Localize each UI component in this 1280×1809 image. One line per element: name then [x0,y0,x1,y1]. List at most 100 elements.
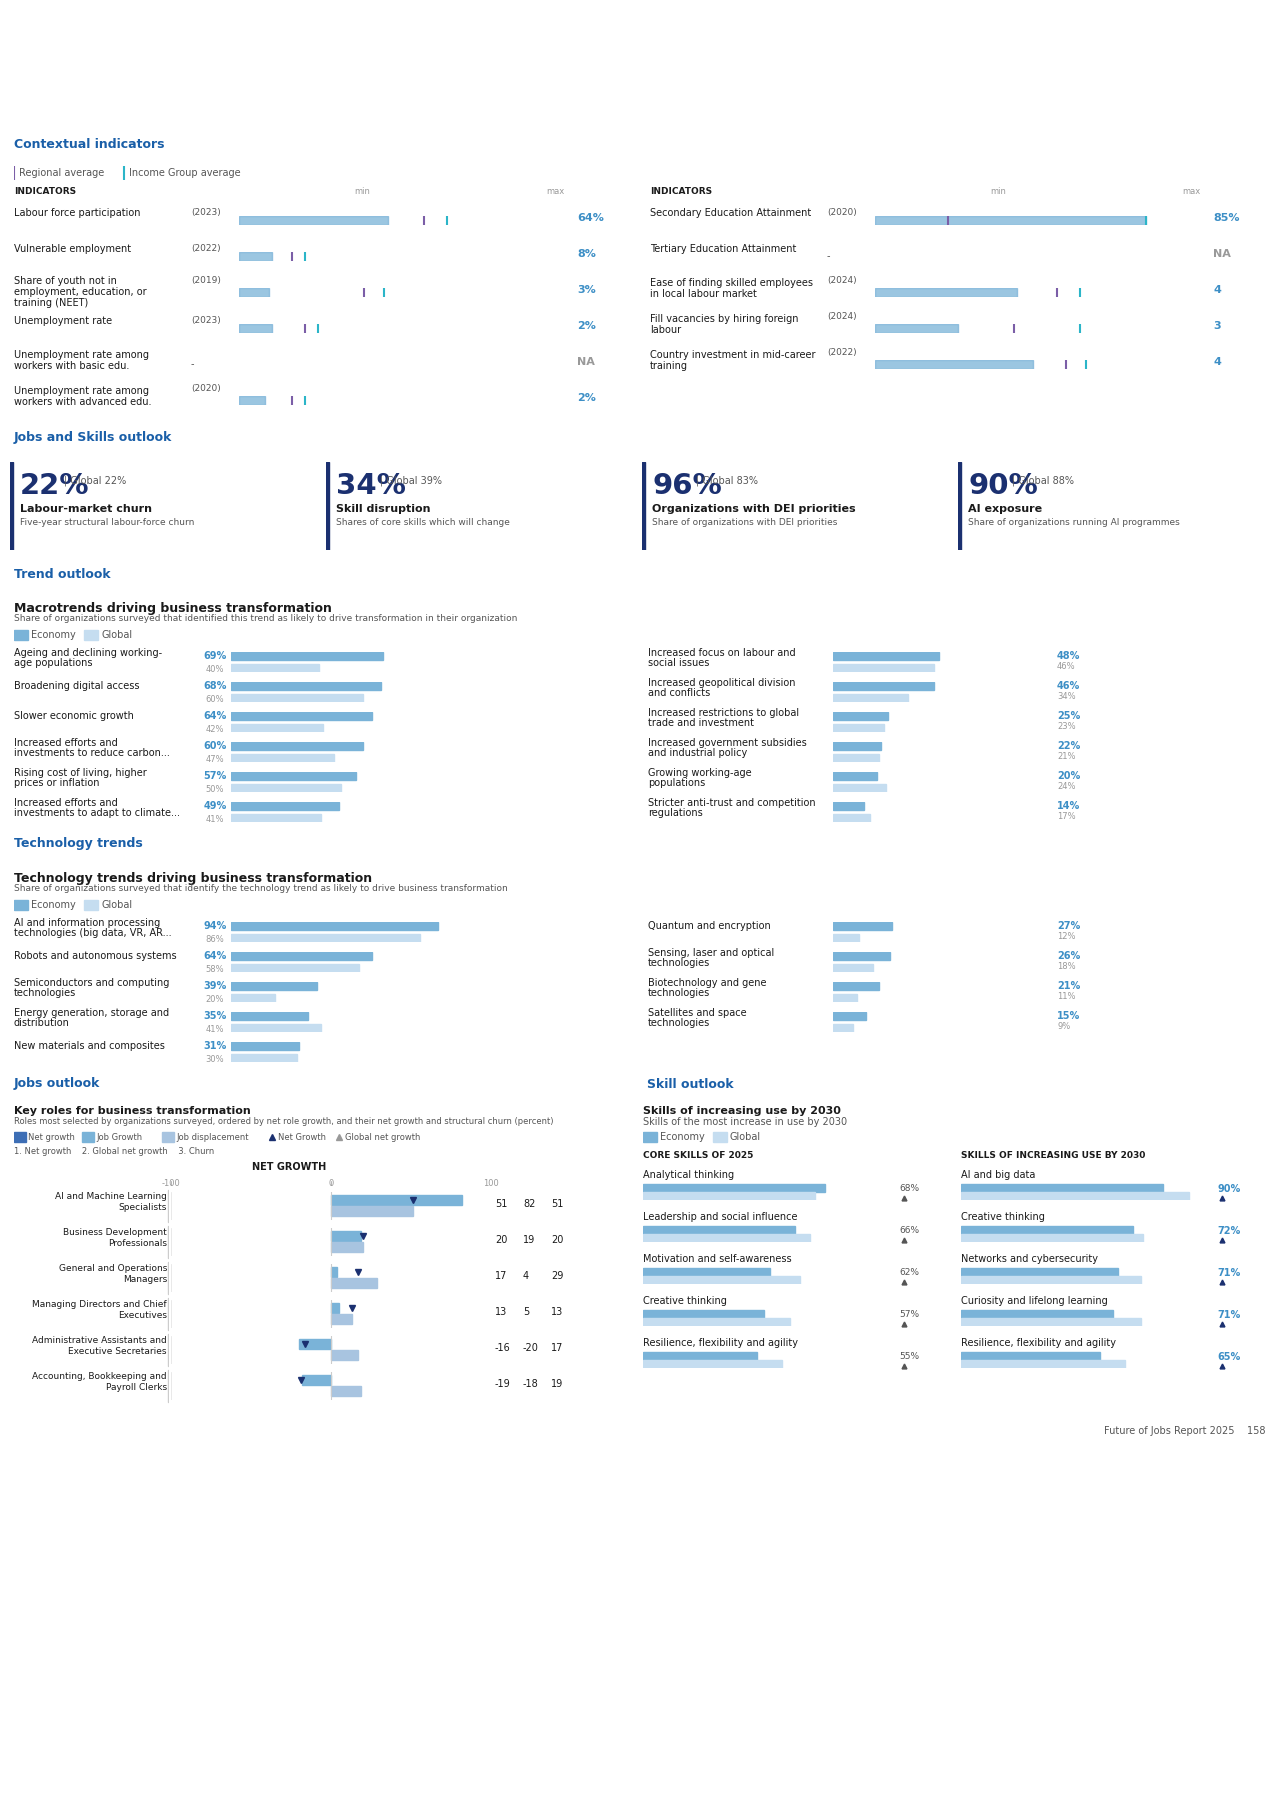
Text: 51: 51 [495,1199,507,1208]
Text: 58%: 58% [206,964,224,973]
Text: Curiosity and lifelong learning: Curiosity and lifelong learning [961,1295,1107,1306]
Text: | Global 83%: | Global 83% [696,476,758,487]
Bar [961,1268,1117,1275]
Text: -: - [191,358,195,369]
Bar [230,1024,321,1031]
Bar [14,630,28,640]
Bar [833,742,882,751]
Text: 47%: 47% [206,754,224,763]
Text: INDICATORS: INDICATORS [650,188,712,197]
Text: trade and investment: trade and investment [648,718,754,727]
Bar [643,1234,810,1243]
Text: 51: 51 [550,1199,563,1208]
Bar [961,1185,1164,1192]
Text: 17: 17 [495,1272,507,1281]
Bar [643,461,645,550]
Text: (2023): (2023) [191,317,220,326]
Text: Country investment in mid-career: Country investment in mid-career [650,349,815,360]
Text: 68%: 68% [204,680,227,691]
Bar [643,1185,826,1192]
Text: Share of organizations surveyed that identified this trend as likely to drive tr: Share of organizations surveyed that ide… [14,613,517,622]
Text: 60%: 60% [206,695,224,704]
Text: technologies (big data, VR, AR...: technologies (big data, VR, AR... [14,928,172,939]
Text: 85%: 85% [1213,213,1239,223]
Text: training: training [650,362,689,371]
Text: 41%: 41% [206,1026,224,1035]
Text: Economy Profile: Economy Profile [18,22,102,33]
Text: 3: 3 [1213,320,1221,331]
Text: Specialists: Specialists [119,1203,166,1212]
Text: technologies: technologies [648,988,710,999]
Text: technologies: technologies [14,988,77,999]
Text: NA: NA [1213,250,1231,259]
Bar [833,933,859,942]
Text: Biotechnology and gene: Biotechnology and gene [648,979,767,988]
Text: workers with basic edu.: workers with basic edu. [14,362,129,371]
Text: (2023): (2023) [191,208,220,217]
Text: 4: 4 [1213,286,1221,295]
Bar [239,251,273,260]
Text: investments to adapt to climate...: investments to adapt to climate... [14,809,180,818]
Bar [239,288,269,297]
Text: 22%: 22% [20,472,90,499]
Text: 62%: 62% [899,1268,919,1277]
Text: 13: 13 [550,1306,563,1317]
Bar [10,461,13,550]
Text: and conflicts: and conflicts [648,687,710,698]
Bar [332,1266,338,1277]
Text: Job displacement: Job displacement [177,1132,248,1141]
Text: 2%: 2% [577,393,596,403]
Text: Labour-market churn: Labour-market churn [20,505,152,514]
Text: Labour force participation: Labour force participation [14,208,141,219]
Bar [961,1319,1140,1326]
Text: Trend outlook: Trend outlook [14,568,110,581]
Text: 25%: 25% [1057,711,1080,722]
Bar [163,1132,174,1141]
Text: age populations: age populations [14,658,92,668]
Text: 90%: 90% [968,472,1038,499]
Text: Slower economic growth: Slower economic growth [14,711,134,722]
Text: Motivation and self-awareness: Motivation and self-awareness [643,1254,791,1264]
Text: populations: populations [648,778,705,789]
Bar [332,1386,361,1397]
Text: 20%: 20% [1057,771,1080,781]
Bar [643,1310,764,1319]
Bar [332,1207,412,1216]
Text: Skills of increasing use by 2030: Skills of increasing use by 2030 [643,1105,841,1116]
Text: 90%: 90% [1217,1185,1240,1194]
Bar [961,1351,1100,1360]
Text: employment, education, or: employment, education, or [14,288,147,297]
Bar [302,1375,332,1384]
Text: 86%: 86% [206,935,224,944]
Bar [833,923,892,930]
Text: Five-year structural labour-force churn: Five-year structural labour-force churn [20,517,195,526]
Text: 22%: 22% [1057,742,1080,751]
Text: 64%: 64% [204,952,227,961]
Text: Quantum and encryption: Quantum and encryption [648,921,771,932]
Bar [876,324,957,333]
Text: Networks and cybersecurity: Networks and cybersecurity [961,1254,1098,1264]
Text: Economy: Economy [31,630,76,640]
Text: NA: NA [577,356,595,367]
Text: (2020): (2020) [827,208,856,217]
Bar [230,742,364,751]
Bar [833,724,883,733]
Text: SKILLS OF INCREASING USE BY 2030: SKILLS OF INCREASING USE BY 2030 [961,1151,1146,1160]
Text: Ageing and declining working-: Ageing and declining working- [14,648,163,658]
Text: Japan: Japan [18,78,132,112]
Bar [833,695,908,702]
Bar [239,396,265,405]
Text: workers with advanced edu.: workers with advanced edu. [14,396,151,407]
Text: max: max [1181,188,1201,197]
Text: CORE SKILLS OF 2025: CORE SKILLS OF 2025 [643,1151,754,1160]
Bar [833,682,934,689]
Text: (2019): (2019) [191,277,221,286]
Text: Creative thinking: Creative thinking [643,1295,727,1306]
Text: Rising cost of living, higher: Rising cost of living, higher [14,769,147,778]
Bar [961,1227,1133,1234]
Text: 71%: 71% [1217,1268,1240,1277]
Text: Increased geopolitical division: Increased geopolitical division [648,678,795,687]
Text: Increased restrictions to global: Increased restrictions to global [648,707,799,718]
Text: 71%: 71% [1217,1310,1240,1321]
Bar [833,772,877,780]
